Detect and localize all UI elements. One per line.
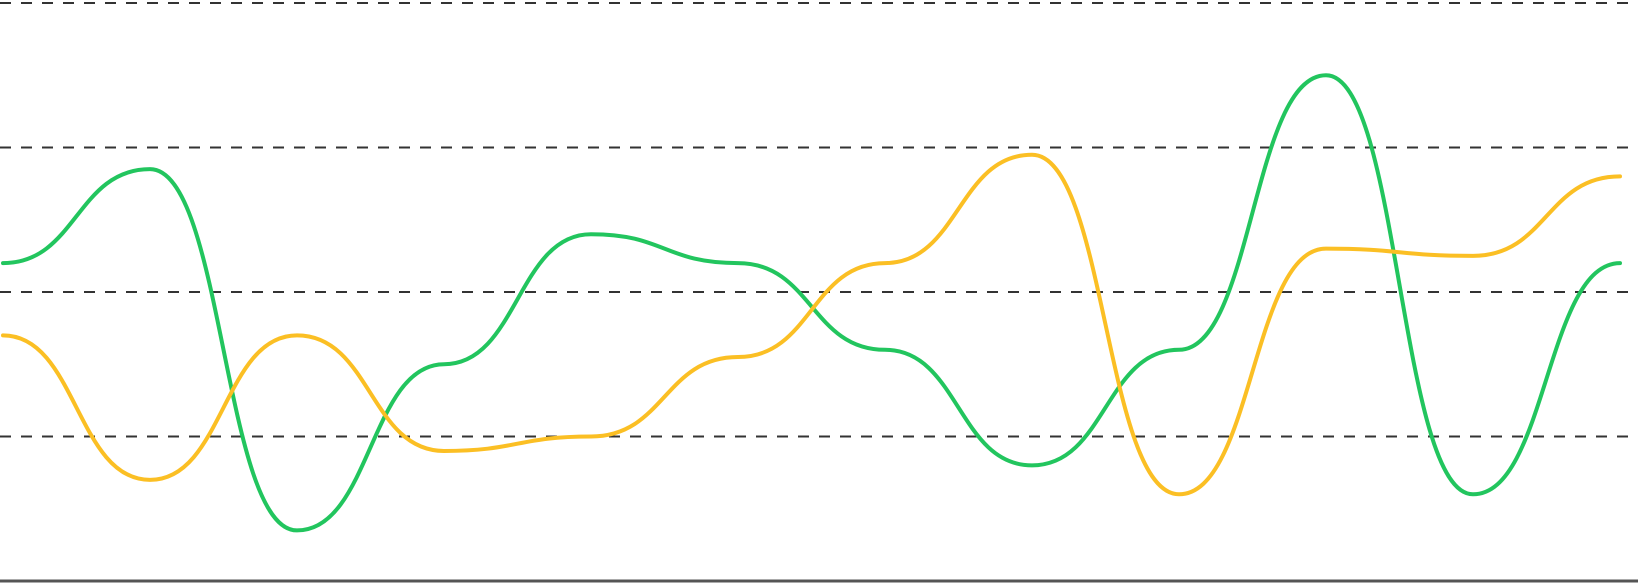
grid <box>0 2 1638 438</box>
series-line-1 <box>1 73 1622 533</box>
series-group <box>1 73 1622 533</box>
series-line-2 <box>1 152 1622 497</box>
